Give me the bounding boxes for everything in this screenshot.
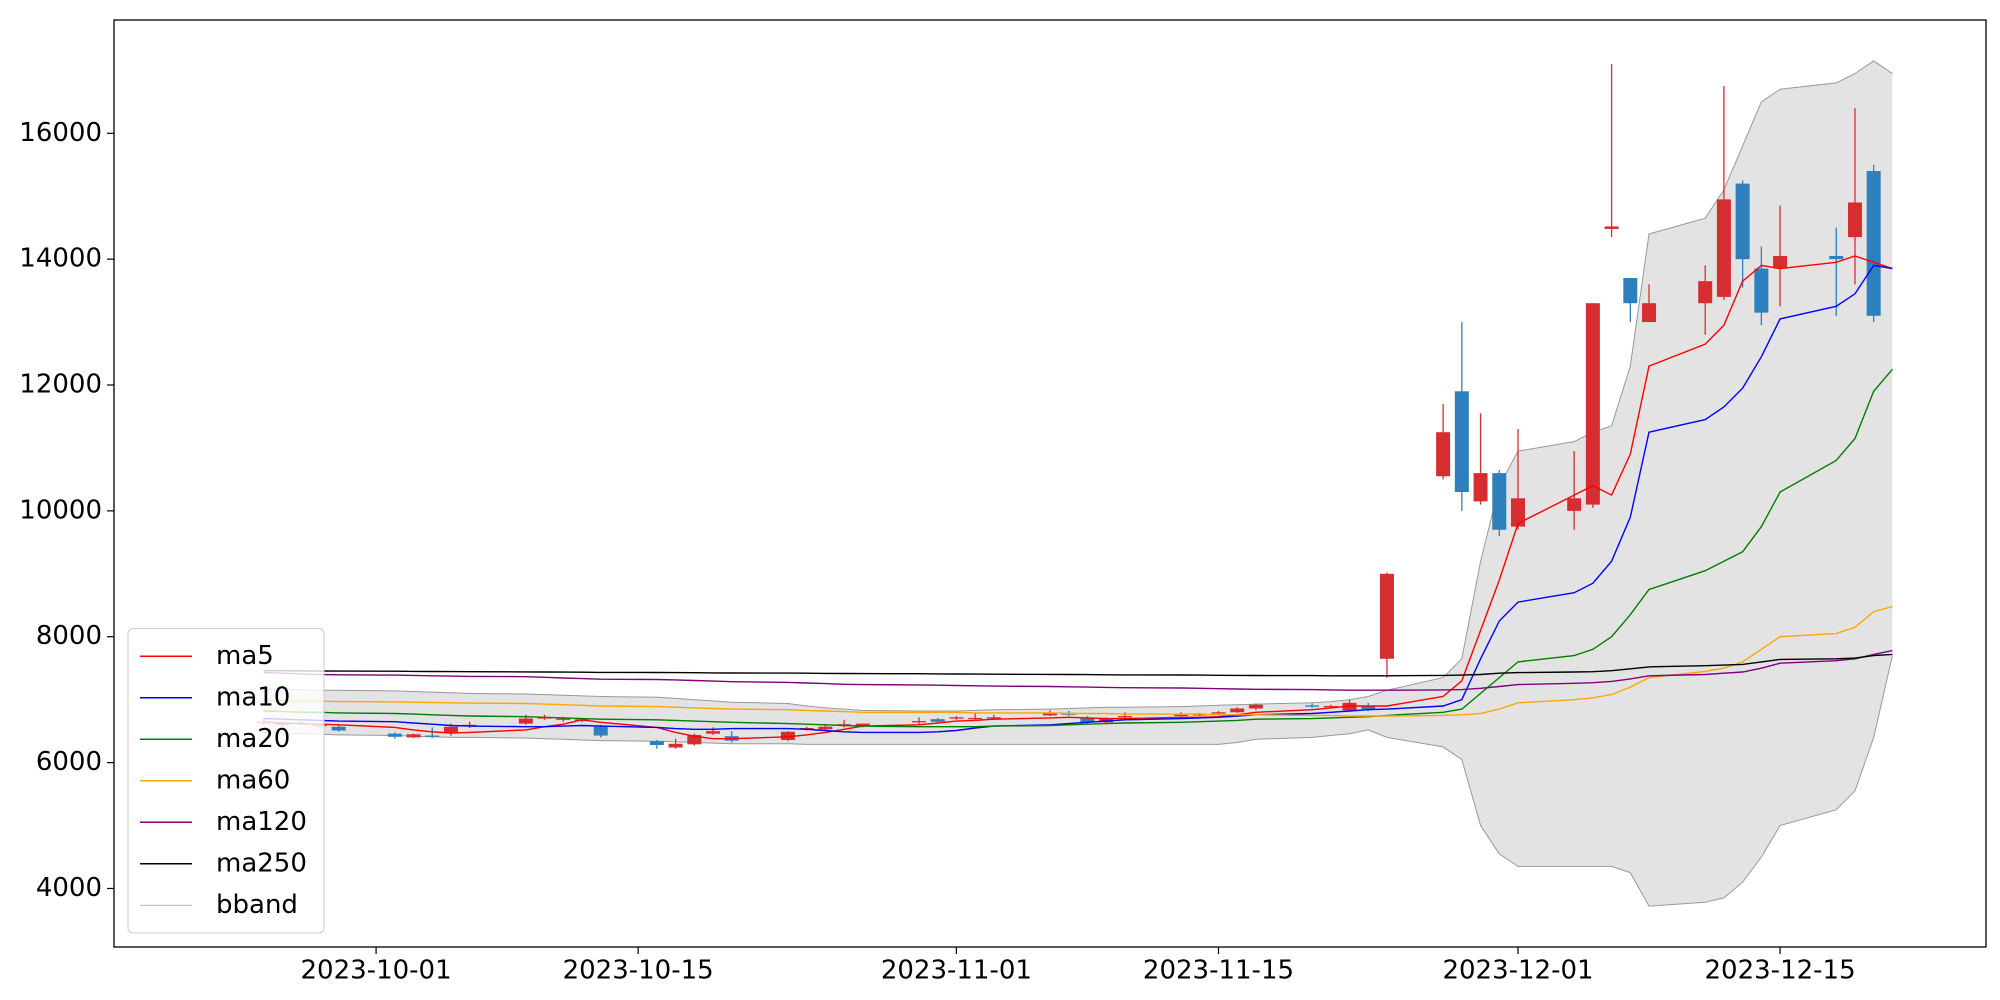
x-tick-label: 2023-12-01 <box>1442 956 1593 986</box>
x-tick-label: 2023-10-15 <box>563 956 714 986</box>
candle-body <box>1323 705 1338 708</box>
axes: 4000 6000 8000 10000 12000 14000 16000 2023-10-… <box>19 118 1855 986</box>
candle-body <box>1829 255 1844 260</box>
candle-body <box>556 718 571 720</box>
candle-body <box>668 743 683 748</box>
legend-label: ma10 <box>216 682 290 712</box>
legend-box <box>127 628 325 934</box>
y-tick-label: 10000 <box>19 495 102 525</box>
bband-upper <box>263 60 1893 712</box>
candle-body <box>1305 705 1320 707</box>
candle-body <box>593 726 608 736</box>
x-tick-label: 2023-11-15 <box>1143 956 1294 986</box>
candle-body <box>687 734 702 745</box>
legend-label: ma120 <box>216 807 307 837</box>
ma-line <box>263 653 1893 677</box>
candle-body <box>1174 714 1189 717</box>
legend-label: ma60 <box>216 765 290 795</box>
y-tick-label: 12000 <box>19 370 102 400</box>
candle-body <box>425 735 440 737</box>
candle-body <box>1436 432 1451 477</box>
candle-body <box>911 721 926 723</box>
x-tick-label: 2023-12-15 <box>1705 956 1856 986</box>
candle-body <box>986 717 1001 719</box>
candle-body <box>780 731 795 740</box>
legend-label: ma20 <box>216 724 290 754</box>
candle-body <box>930 719 945 722</box>
ma-line <box>263 605 1893 717</box>
candle-body <box>1080 718 1095 723</box>
ma-line <box>263 649 1893 691</box>
ma-line <box>263 264 1893 734</box>
candle-body <box>968 717 983 720</box>
candle-body <box>1511 498 1525 527</box>
candle-body <box>1454 391 1469 492</box>
legend-label: ma250 <box>216 848 307 878</box>
candle-body <box>1642 303 1657 323</box>
x-tick-label: 2023-11-01 <box>881 956 1032 986</box>
candle-body <box>1585 303 1600 505</box>
candle-body <box>1248 704 1263 709</box>
candle-body <box>949 717 964 719</box>
candle-body <box>443 726 458 733</box>
candle-body <box>1698 281 1713 304</box>
y-tick-label: 14000 <box>19 244 102 274</box>
candle-body <box>1043 712 1057 716</box>
x-tick-label: 2023-10-01 <box>301 956 452 986</box>
candle-body <box>518 718 533 724</box>
plot-area <box>256 60 1893 907</box>
candle-body <box>1604 226 1619 229</box>
y-tick-label: 6000 <box>36 747 102 777</box>
candle-body <box>1735 183 1750 260</box>
y-tick-label: 16000 <box>19 118 102 148</box>
candle-body <box>1492 473 1507 530</box>
y-tick-label: 4000 <box>36 873 102 903</box>
candle-body <box>818 726 833 730</box>
candle-body <box>406 734 421 738</box>
legend: ma5 ma10 ma20 ma60 ma120 ma250 bband <box>127 628 325 934</box>
ma-line <box>263 255 1893 740</box>
candle-body <box>706 731 721 734</box>
y-tick-label: 8000 <box>36 621 102 651</box>
legend-label: ma5 <box>216 641 274 671</box>
ma-line <box>263 368 1893 728</box>
bband-lower <box>263 655 1893 907</box>
candle-body <box>1847 202 1862 238</box>
candle-body <box>1754 268 1769 313</box>
candle-body <box>1623 278 1638 304</box>
candle-body <box>1773 255 1788 269</box>
legend-label: bband <box>216 890 298 920</box>
candle-body <box>1230 708 1245 713</box>
candle-body <box>1866 171 1881 316</box>
candle-body <box>855 723 870 727</box>
candle-body <box>1117 716 1132 718</box>
candle-body <box>387 733 402 737</box>
candle-body <box>1567 498 1582 511</box>
axes-frame <box>113 19 1987 948</box>
candle-body <box>649 741 664 745</box>
candle-body <box>331 726 346 731</box>
candle-body <box>1361 705 1376 710</box>
candle-body <box>1473 473 1488 502</box>
bband-fill <box>263 60 1893 907</box>
candle-body <box>1211 712 1226 714</box>
candle-body <box>1716 199 1731 297</box>
candle-body <box>1379 573 1394 659</box>
